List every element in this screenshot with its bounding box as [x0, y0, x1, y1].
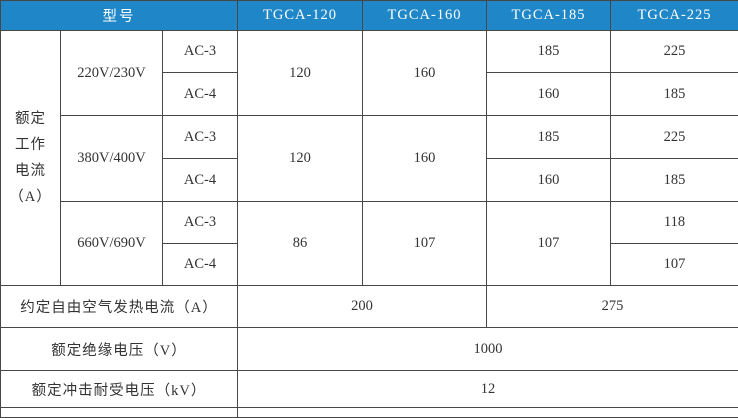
value-cell: 160: [362, 115, 488, 202]
rated-current-label-line: 工作: [15, 137, 46, 153]
rated-current-label-line: 电流: [15, 163, 46, 179]
value-cell: 185: [486, 30, 612, 73]
value-cell: 120: [237, 115, 364, 202]
table-row: 额定冲击耐受电压（kV） 12: [0, 370, 738, 408]
ac4-cell: AC-4: [161, 243, 239, 286]
table-row: 额定绝缘电压（V） 1000: [0, 327, 738, 371]
impulse-voltage-value: 12: [237, 370, 738, 408]
value-cell: 118: [610, 201, 738, 244]
table-row-partial: [0, 407, 738, 418]
ac4-cell: AC-4: [161, 72, 239, 116]
table-row: 约定自由空气发热电流（A） 200 275: [0, 285, 738, 328]
value-cell: 120: [237, 30, 364, 116]
insulation-voltage-value: 1000: [237, 327, 738, 371]
value-cell: 225: [610, 115, 738, 159]
header-row: 型号 TGCA-120 TGCA-160 TGCA-185 TGCA-225: [0, 0, 738, 31]
value-cell: 225: [610, 30, 738, 73]
model-header-cell: 型号: [0, 0, 239, 31]
value-cell: 107: [610, 243, 738, 286]
table-row: 额定 工作 电流 （A） 220V/230V AC-3 120 160 185 …: [0, 30, 738, 286]
column-header-tgca-185: TGCA-185: [486, 0, 612, 31]
partial-row-left-cell: [0, 407, 239, 418]
impulse-voltage-label: 额定冲击耐受电压（kV）: [0, 370, 239, 408]
ac3-cell: AC-3: [161, 201, 239, 244]
voltage-cell-220v: 220V/230V: [60, 30, 163, 116]
voltage-cell-380v: 380V/400V: [60, 115, 163, 202]
value-cell: 185: [610, 158, 738, 202]
thermal-current-label: 约定自由空气发热电流（A）: [0, 285, 239, 328]
insulation-voltage-label: 额定绝缘电压（V）: [0, 327, 239, 371]
value-cell: 185: [486, 115, 612, 159]
table-row: AC-4 160 185: [1, 158, 738, 202]
value-cell: 160: [486, 72, 612, 116]
value-cell: 107: [362, 201, 488, 286]
table-row: AC-4 107: [1, 243, 738, 286]
column-header-tgca-225: TGCA-225: [610, 0, 738, 31]
voltage-cell-660v: 660V/690V: [60, 201, 163, 286]
thermal-current-value-left: 200: [237, 285, 488, 328]
table-row: 660V/690V AC-3 86 107 107 118: [1, 201, 738, 286]
value-cell: 185: [610, 72, 738, 116]
value-cell: 107: [486, 201, 612, 286]
rated-current-label-line: （A）: [9, 189, 52, 205]
partial-row-right-cell: [237, 407, 738, 418]
rated-current-label: 额定 工作 电流 （A）: [0, 30, 61, 286]
ac4-cell: AC-4: [161, 158, 239, 202]
table-row: 380V/400V AC-3 120 160 185 225: [1, 115, 738, 202]
value-cell: 86: [237, 201, 364, 286]
value-cell: 160: [486, 158, 612, 202]
rated-current-label-line: 额定: [15, 111, 46, 127]
ac3-cell: AC-3: [161, 115, 239, 159]
thermal-current-value-right: 275: [486, 285, 738, 328]
column-header-tgca-160: TGCA-160: [362, 0, 488, 31]
column-header-tgca-120: TGCA-120: [237, 0, 364, 31]
ac3-cell: AC-3: [161, 30, 239, 73]
value-cell: 160: [362, 30, 488, 116]
